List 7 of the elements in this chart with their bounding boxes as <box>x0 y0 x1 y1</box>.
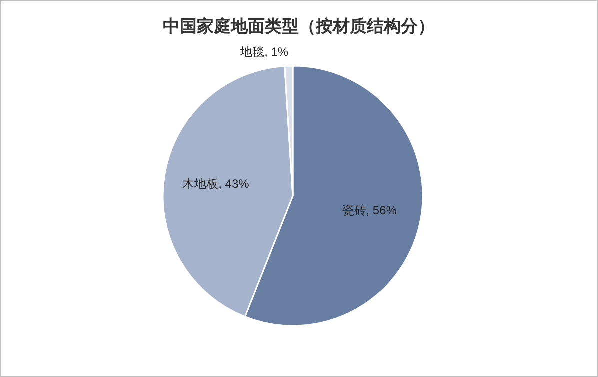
slice-label: 木地板 <box>182 176 219 191</box>
slice-label: 瓷砖 <box>342 204 366 218</box>
chart-title: 中国家庭地面类型（按材质结构分） <box>163 17 435 36</box>
slice-label: 地毯 <box>240 45 265 60</box>
data-label: , 56% <box>366 204 398 218</box>
data-label: , 1% <box>264 45 289 60</box>
data-label: , 43% <box>218 176 250 191</box>
